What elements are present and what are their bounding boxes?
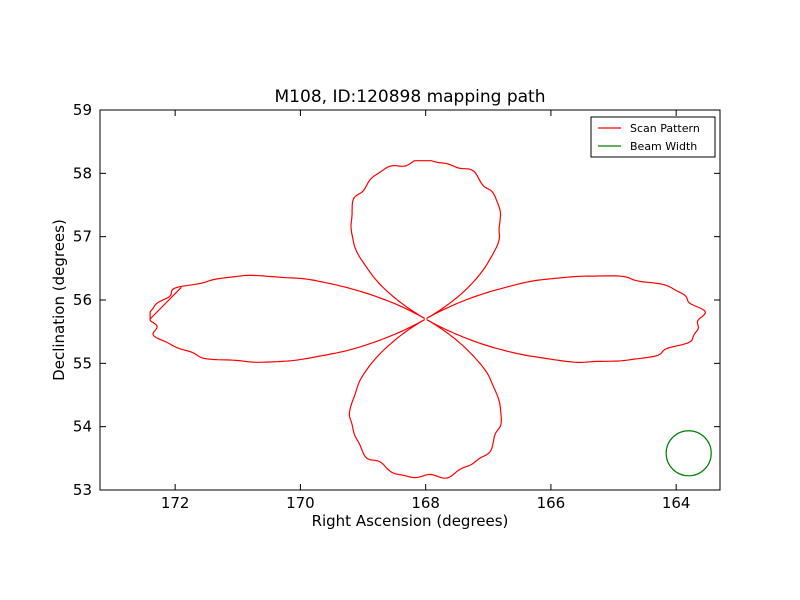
chart-title: M108, ID:120898 mapping path: [275, 87, 546, 107]
legend-label-beam-width: Beam Width: [630, 140, 697, 153]
y-axis-label: Declination (degrees): [50, 219, 68, 381]
legend-box: [590, 116, 716, 158]
x-tick-label: 168: [411, 494, 440, 512]
y-tick-label: 57: [73, 228, 92, 246]
y-tick-label: 53: [73, 481, 92, 499]
legend-label-scan-pattern: Scan Pattern: [630, 122, 700, 135]
x-tick-label: 166: [537, 494, 566, 512]
x-axis-label: Right Ascension (degrees): [312, 512, 509, 530]
y-tick-label: 54: [73, 418, 92, 436]
beam-width-circle: [665, 430, 712, 477]
y-tick-label: 58: [73, 164, 92, 182]
x-tick-label: 170: [286, 494, 315, 512]
plot-frame: [99, 109, 721, 491]
y-tick-label: 56: [73, 291, 92, 309]
scan-pattern-line: [149, 160, 706, 479]
y-tick-label: 55: [73, 354, 92, 372]
y-tick-label: 59: [73, 101, 92, 119]
legend: Scan Pattern Beam Width: [590, 116, 716, 158]
x-tick-label: 172: [161, 494, 190, 512]
x-tick-label: 164: [662, 494, 691, 512]
